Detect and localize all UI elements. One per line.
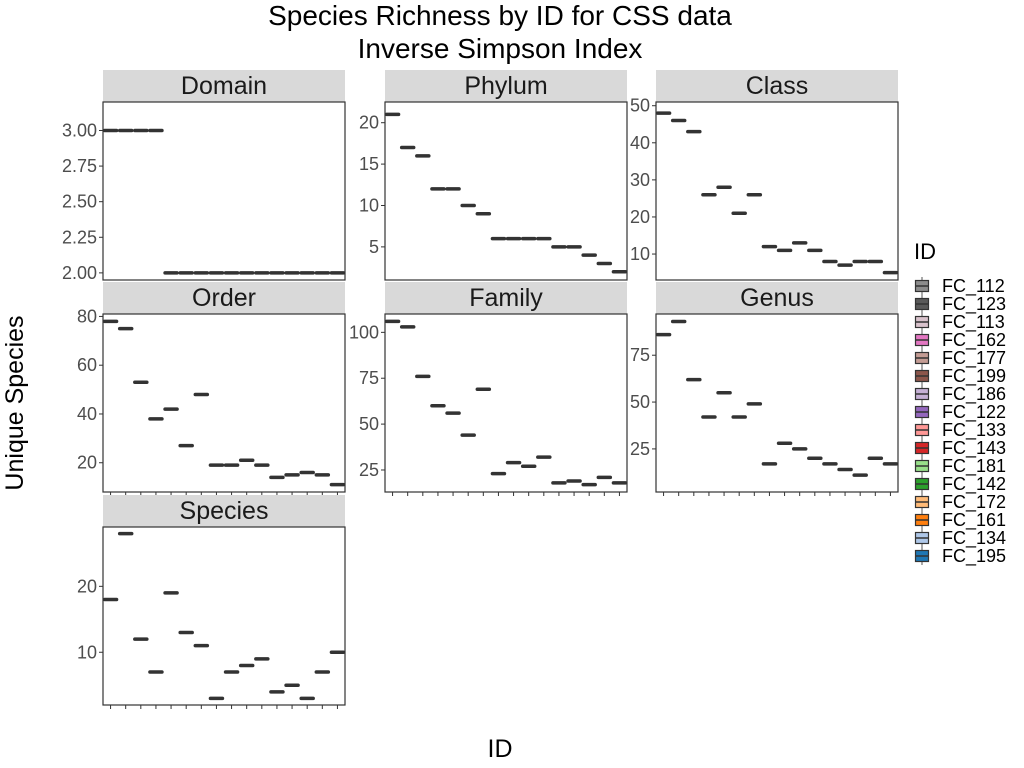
legend: ID FC_112FC_123FC_113FC_162FC_177FC_199F…: [914, 239, 1006, 567]
legend-label: FC_112: [942, 276, 1005, 297]
y-tick-label: 2.00: [62, 263, 97, 283]
facet-order: Order 20 40 60 80: [77, 282, 346, 496]
facet-strip-label: Species: [180, 497, 269, 525]
legend-item: FC_133: [914, 420, 1006, 441]
legend-label: FC_186: [942, 384, 1006, 405]
legend-label: FC_134: [942, 528, 1006, 549]
y-tick-label: 100: [349, 322, 379, 342]
y-tick-label: 20: [77, 576, 97, 596]
facet-phylum: Phylum 5 10 15 20: [359, 70, 628, 281]
facet-strip-label: Genus: [740, 284, 814, 312]
legend-item: FC_123: [914, 294, 1006, 315]
legend-label: FC_113: [942, 312, 1005, 333]
legend-item: FC_122: [914, 402, 1006, 423]
legend-label: FC_195: [942, 546, 1006, 567]
facet-strip: [656, 282, 898, 314]
legend-label: FC_161: [942, 510, 1006, 531]
facet-genus: Genus 25 50 75: [630, 282, 899, 496]
facets-layer: Domain2.002.252.502.753.00Phylum5101520C…: [62, 70, 899, 709]
panel-border: [102, 101, 346, 281]
legend-label: FC_177: [942, 348, 1006, 369]
y-tick-label: 20: [359, 113, 379, 133]
facet-strip-label: Domain: [181, 72, 267, 100]
y-tick-label: 2.25: [62, 227, 97, 247]
y-tick-label: 30: [630, 170, 650, 190]
legend-item: FC_142: [914, 474, 1006, 495]
facet-strip-label: Class: [746, 72, 809, 100]
panel-border: [655, 101, 899, 281]
legend-label: FC_143: [942, 438, 1006, 459]
legend-label: FC_162: [942, 330, 1006, 351]
facet-strip: [385, 70, 627, 102]
y-tick-label: 10: [630, 244, 650, 264]
panel-border: [102, 526, 346, 706]
legend-item: FC_195: [914, 546, 1006, 567]
legend-item: FC_134: [914, 528, 1006, 549]
facet-domain: Domain 2.00 2.25 2.50 2.75 3.00: [62, 70, 346, 283]
legend-item: FC_172: [914, 492, 1006, 513]
y-tick-label: 10: [359, 195, 379, 215]
legend-item: FC_113: [914, 312, 1005, 333]
facet-strip: [385, 282, 627, 314]
facet-strip-label: Family: [469, 284, 543, 312]
y-tick-label: 60: [77, 355, 97, 375]
y-tick-label: 75: [359, 368, 379, 388]
y-tick-label: 80: [77, 306, 97, 326]
y-tick-label: 2.50: [62, 192, 97, 212]
facet-strip-label: Phylum: [464, 72, 547, 100]
legend-label: FC_172: [942, 492, 1006, 513]
facet-family: Family 25 50 75 100: [349, 282, 628, 496]
facet-strip: [103, 282, 345, 314]
y-tick-label: 40: [77, 404, 97, 424]
facet-strip: [103, 495, 345, 527]
facet-class: Class 10 20 30 40 50: [630, 70, 899, 281]
legend-label: FC_122: [942, 402, 1006, 423]
legend-label: FC_123: [942, 294, 1006, 315]
y-axis-title: Unique Species: [1, 315, 29, 490]
legend-title: ID: [914, 239, 936, 264]
y-tick-label: 20: [630, 207, 650, 227]
legend-label: FC_133: [942, 420, 1006, 441]
facet-strip-label: Order: [192, 284, 256, 312]
facet-strip: [656, 70, 898, 102]
legend-item: FC_161: [914, 510, 1006, 531]
panel-border: [384, 313, 628, 493]
legend-label: FC_181: [942, 456, 1006, 477]
y-tick-label: 15: [359, 154, 379, 174]
legend-item: FC_112: [914, 276, 1005, 297]
y-tick-label: 3.00: [62, 120, 97, 140]
y-tick-label: 50: [630, 96, 650, 116]
panel-border: [102, 313, 346, 493]
legend-item: FC_199: [914, 366, 1006, 387]
y-tick-label: 50: [359, 414, 379, 434]
legend-label: FC_142: [942, 474, 1006, 495]
legend-item: FC_177: [914, 348, 1006, 369]
y-tick-label: 25: [630, 439, 650, 459]
x-axis-title: ID: [488, 735, 513, 763]
y-tick-label: 75: [630, 345, 650, 365]
panel-border: [384, 101, 628, 281]
y-tick-label: 20: [77, 453, 97, 473]
panel-border: [655, 313, 899, 493]
y-tick-label: 10: [77, 642, 97, 662]
facet-strip: [103, 70, 345, 102]
legend-item: FC_181: [914, 456, 1006, 477]
chart-subtitle: Inverse Simpson Index: [358, 33, 643, 64]
legend-label: FC_199: [942, 366, 1006, 387]
y-tick-label: 50: [630, 392, 650, 412]
y-tick-label: 2.75: [62, 156, 97, 176]
legend-item: FC_162: [914, 330, 1006, 351]
chart-title: Species Richness by ID for CSS data: [268, 0, 732, 31]
legend-item: FC_186: [914, 384, 1006, 405]
y-tick-label: 40: [630, 133, 650, 153]
y-tick-label: 25: [359, 460, 379, 480]
facet-species: Species 10 20: [77, 495, 346, 709]
y-tick-label: 5: [369, 237, 379, 257]
legend-item: FC_143: [914, 438, 1006, 459]
